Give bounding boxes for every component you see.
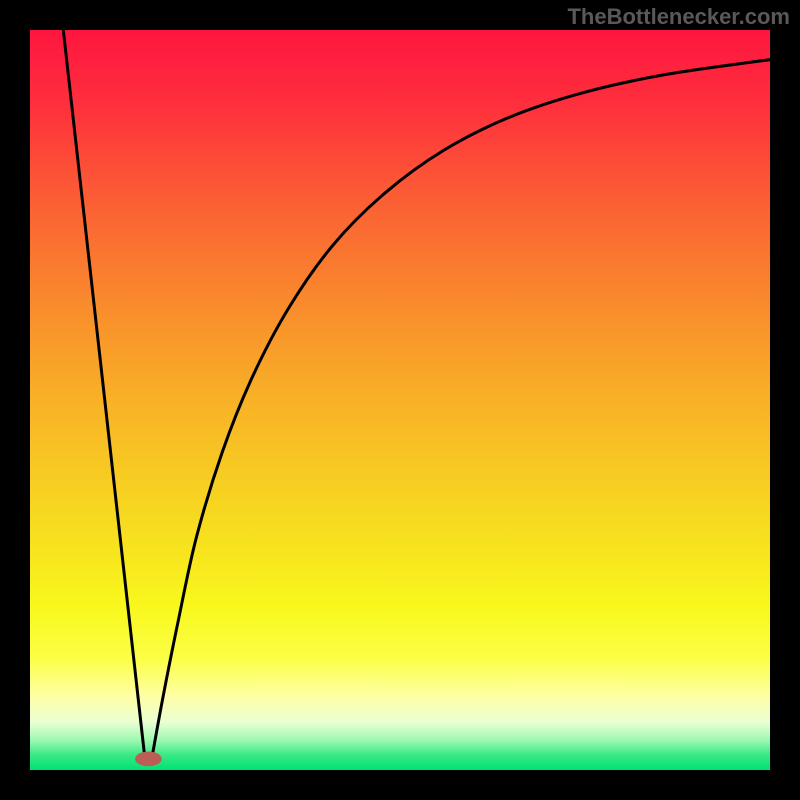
chart-container: TheBottlenecker.com (0, 0, 800, 800)
bottleneck-chart-svg (0, 0, 800, 800)
watermark-text: TheBottlenecker.com (567, 4, 790, 30)
optimum-marker (135, 752, 162, 767)
chart-plot-area (30, 30, 770, 770)
